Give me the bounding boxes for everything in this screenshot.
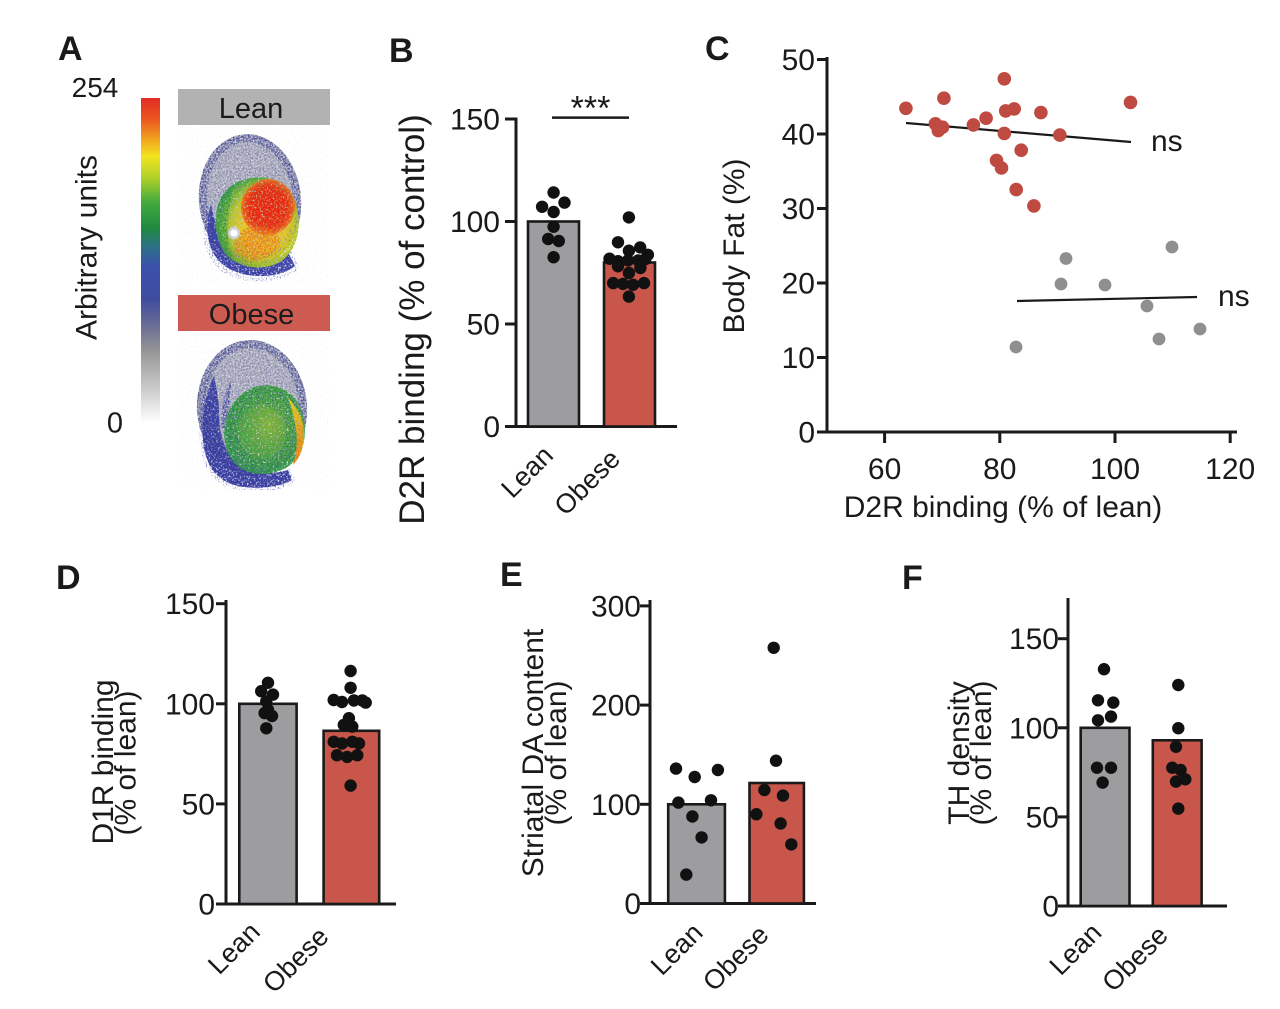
- svg-text:D2R binding (% of control): D2R binding (% of control): [393, 114, 432, 524]
- svg-text:(% of lean): (% of lean): [110, 690, 143, 835]
- svg-text:20: 20: [782, 268, 815, 301]
- svg-text:Lean: Lean: [219, 93, 284, 125]
- svg-text:0: 0: [198, 889, 215, 922]
- svg-text:60: 60: [868, 453, 901, 486]
- svg-text:Arbitrary units: Arbitrary units: [71, 155, 104, 340]
- svg-text:150: 150: [165, 588, 215, 621]
- svg-text:D: D: [56, 559, 81, 597]
- svg-text:B: B: [389, 32, 414, 70]
- svg-text:100: 100: [165, 688, 215, 721]
- svg-text:50: 50: [182, 788, 215, 821]
- svg-text:ns: ns: [1218, 280, 1250, 313]
- svg-text:F: F: [902, 559, 923, 597]
- svg-text:40: 40: [782, 119, 815, 152]
- svg-text:Striatal DA content: Striatal DA content: [517, 628, 550, 877]
- svg-text:150: 150: [450, 104, 500, 137]
- svg-text:120: 120: [1205, 453, 1255, 486]
- svg-text:50: 50: [782, 44, 815, 77]
- svg-text:300: 300: [591, 590, 641, 623]
- svg-text:100: 100: [450, 206, 500, 239]
- svg-text:C: C: [705, 30, 730, 68]
- svg-text:150: 150: [1009, 623, 1059, 656]
- svg-text:D2R binding (% of lean): D2R binding (% of lean): [844, 491, 1163, 524]
- svg-text:80: 80: [983, 453, 1016, 486]
- svg-text:ns: ns: [1151, 125, 1183, 158]
- svg-text:D1R binding: D1R binding: [87, 679, 120, 844]
- svg-text:0: 0: [798, 417, 815, 450]
- svg-text:(% of lean): (% of lean): [965, 680, 998, 825]
- svg-text:(% of lean): (% of lean): [540, 680, 573, 825]
- svg-text:E: E: [500, 556, 523, 594]
- svg-text:30: 30: [782, 193, 815, 226]
- svg-text:50: 50: [1026, 801, 1059, 834]
- svg-text:100: 100: [1009, 712, 1059, 745]
- svg-text:50: 50: [467, 309, 500, 342]
- svg-text:0: 0: [624, 888, 641, 921]
- svg-text:200: 200: [591, 690, 641, 723]
- svg-text:100: 100: [1090, 453, 1140, 486]
- svg-text:10: 10: [782, 342, 815, 375]
- svg-text:100: 100: [591, 789, 641, 822]
- svg-text:0: 0: [483, 411, 500, 444]
- svg-text:0: 0: [107, 408, 123, 440]
- svg-text:254: 254: [72, 72, 119, 103]
- svg-text:0: 0: [1042, 891, 1059, 924]
- svg-text:***: ***: [571, 90, 611, 128]
- svg-text:TH density: TH density: [943, 681, 976, 824]
- svg-text:Obese: Obese: [209, 299, 294, 331]
- svg-text:Body Fat (%): Body Fat (%): [718, 158, 751, 333]
- svg-text:A: A: [58, 30, 83, 68]
